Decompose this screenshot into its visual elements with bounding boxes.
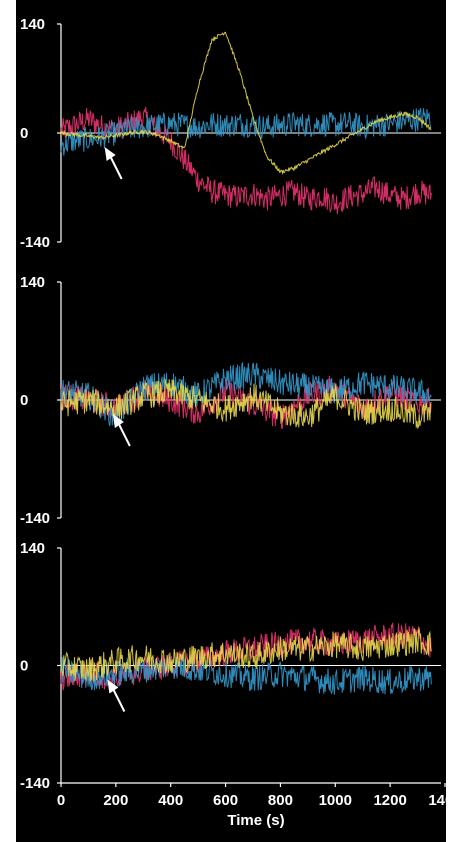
y-tick-label: 0 <box>20 658 28 675</box>
y-tick-label: -140 <box>20 775 50 792</box>
x-tick-label: 400 <box>158 792 183 809</box>
series-trace-3 <box>60 31 432 176</box>
x-tick-label: 1200 <box>373 792 406 809</box>
x-axis-title: Time (s) <box>227 812 284 829</box>
y-tick-label: 140 <box>20 540 45 557</box>
y-tick-label: 0 <box>20 125 28 142</box>
x-tick-label: 1000 <box>319 792 352 809</box>
y-tick-label: -140 <box>20 234 50 251</box>
arrow-head <box>104 147 116 161</box>
arrow-head <box>112 414 124 428</box>
arrow-head <box>107 679 119 694</box>
series-trace-3 <box>60 379 432 430</box>
arrow-shaft <box>108 154 123 180</box>
series-trace-1 <box>60 622 432 691</box>
x-tick-label: 800 <box>268 792 293 809</box>
y-tick-label: 140 <box>20 16 45 33</box>
panel-2: 140 0 -140 <box>20 274 441 527</box>
x-tick-label: 200 <box>103 792 128 809</box>
chart-background <box>16 0 446 842</box>
arrow-shaft <box>111 687 126 712</box>
arrow-annotation <box>112 414 131 447</box>
arrow-shaft <box>116 421 131 447</box>
x-tick-label: 0 <box>57 792 65 809</box>
y-tick-label: 0 <box>20 392 28 409</box>
series-trace-3 <box>60 627 432 682</box>
arrow-annotation <box>104 147 123 180</box>
y-tick-label: -140 <box>20 510 50 527</box>
arrow-annotation <box>107 679 126 712</box>
x-tick-label: 600 <box>213 792 238 809</box>
panel-1: 140 0 -140 <box>20 16 441 251</box>
y-tick-label: 140 <box>20 274 45 291</box>
